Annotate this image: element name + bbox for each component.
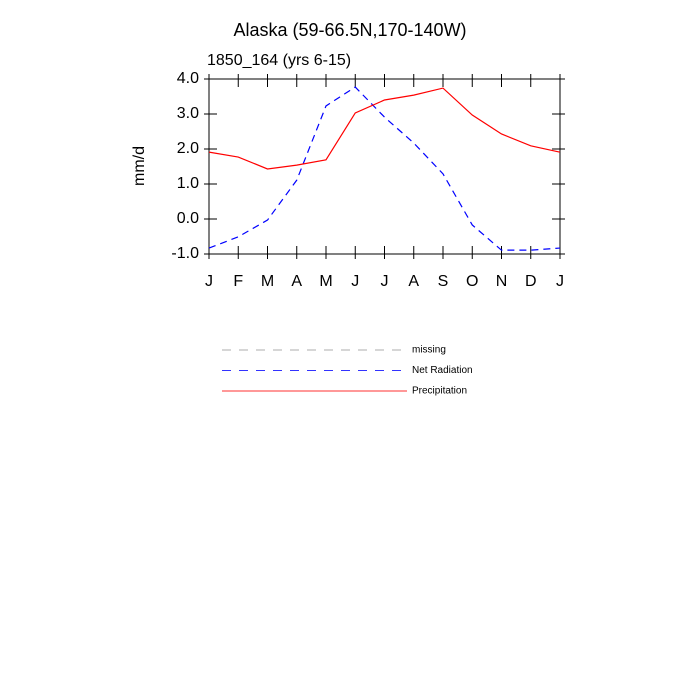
legend-label: Net Radiation <box>412 365 473 376</box>
legend-label: Precipitation <box>412 386 467 397</box>
x-tick-label: D <box>525 273 537 290</box>
x-tick-label: A <box>408 273 419 290</box>
y-axis-label: mm/d <box>131 146 148 186</box>
x-tick-label: J <box>205 273 213 290</box>
chart-subtitle: 1850_164 (yrs 6-15) <box>207 52 351 69</box>
y-tick-label: 0.0 <box>177 210 199 227</box>
series-line <box>208 87 561 170</box>
x-tick-label: J <box>556 273 564 290</box>
y-tick-label: 2.0 <box>177 140 199 157</box>
chart-title: Alaska (59-66.5N,170-140W) <box>233 20 466 40</box>
legend-label: missing <box>412 345 446 356</box>
x-tick-label: M <box>319 273 332 290</box>
y-tick-label: 4.0 <box>177 70 199 87</box>
y-tick-label: 1.0 <box>177 175 199 192</box>
x-tick-label: S <box>438 273 449 290</box>
y-tick-label: -1.0 <box>171 245 199 262</box>
x-tick-label: M <box>261 273 274 290</box>
x-tick-label: J <box>381 273 389 290</box>
y-tick-label: 3.0 <box>177 105 199 122</box>
x-tick-label: N <box>496 273 508 290</box>
series-line <box>208 86 561 251</box>
x-tick-label: A <box>291 273 302 290</box>
x-tick-label: O <box>466 273 478 290</box>
x-tick-label: J <box>351 273 359 290</box>
x-tick-label: F <box>233 273 243 290</box>
